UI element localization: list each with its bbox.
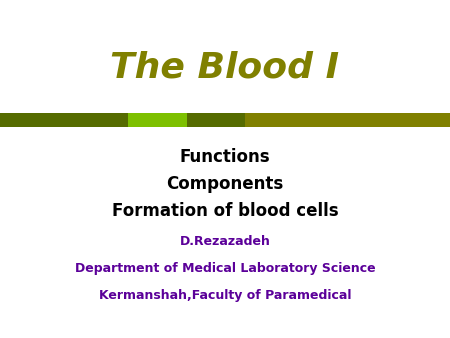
Text: The Blood I: The Blood I (110, 51, 340, 84)
Bar (245, 113, 450, 127)
Text: Kermanshah,Faculty of Paramedical: Kermanshah,Faculty of Paramedical (99, 289, 351, 302)
Text: Formation of blood cells: Formation of blood cells (112, 202, 338, 220)
Text: Department of Medical Laboratory Science: Department of Medical Laboratory Science (75, 262, 375, 275)
Text: Functions: Functions (180, 148, 270, 166)
Bar (187, 113, 245, 127)
Text: Components: Components (166, 175, 284, 193)
Bar (128, 113, 187, 127)
Text: D.Rezazadeh: D.Rezazadeh (180, 235, 270, 248)
Bar (0, 113, 128, 127)
